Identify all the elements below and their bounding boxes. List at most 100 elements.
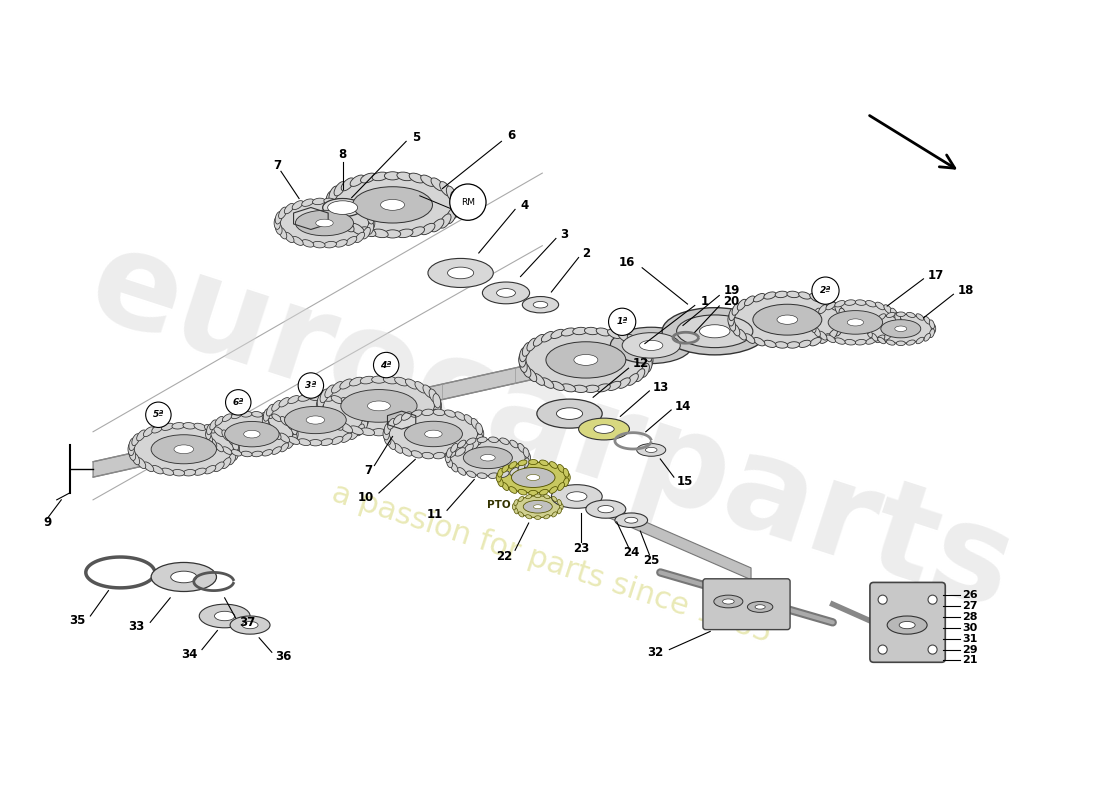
Ellipse shape bbox=[411, 410, 422, 418]
Ellipse shape bbox=[428, 258, 493, 287]
Ellipse shape bbox=[887, 312, 895, 318]
Ellipse shape bbox=[207, 434, 212, 444]
Ellipse shape bbox=[810, 294, 822, 302]
Ellipse shape bbox=[635, 338, 645, 351]
Ellipse shape bbox=[623, 333, 680, 358]
Ellipse shape bbox=[162, 468, 174, 475]
Ellipse shape bbox=[329, 176, 456, 234]
Ellipse shape bbox=[340, 422, 352, 433]
Ellipse shape bbox=[284, 203, 294, 214]
Ellipse shape bbox=[152, 466, 163, 474]
Ellipse shape bbox=[811, 322, 816, 333]
Ellipse shape bbox=[896, 317, 902, 328]
Ellipse shape bbox=[331, 396, 343, 403]
Ellipse shape bbox=[776, 291, 788, 298]
Ellipse shape bbox=[279, 398, 289, 407]
Ellipse shape bbox=[518, 460, 527, 466]
Ellipse shape bbox=[471, 438, 480, 450]
Ellipse shape bbox=[878, 338, 886, 344]
Polygon shape bbox=[294, 207, 328, 230]
Ellipse shape bbox=[345, 237, 356, 246]
Ellipse shape bbox=[646, 353, 653, 367]
Ellipse shape bbox=[714, 595, 742, 608]
Ellipse shape bbox=[317, 398, 323, 413]
Ellipse shape bbox=[386, 412, 481, 456]
Ellipse shape bbox=[174, 445, 194, 454]
Ellipse shape bbox=[275, 222, 282, 234]
Ellipse shape bbox=[586, 500, 626, 518]
Ellipse shape bbox=[867, 329, 872, 338]
Polygon shape bbox=[387, 411, 416, 429]
Ellipse shape bbox=[367, 222, 374, 234]
Text: 5: 5 bbox=[411, 131, 420, 144]
Ellipse shape bbox=[429, 409, 438, 423]
Ellipse shape bbox=[810, 338, 822, 346]
Ellipse shape bbox=[552, 497, 557, 502]
Ellipse shape bbox=[733, 303, 740, 315]
Ellipse shape bbox=[317, 404, 324, 418]
Ellipse shape bbox=[280, 443, 288, 452]
Ellipse shape bbox=[433, 452, 444, 459]
Ellipse shape bbox=[252, 411, 263, 417]
Text: 1: 1 bbox=[701, 295, 708, 308]
Ellipse shape bbox=[527, 474, 540, 481]
Ellipse shape bbox=[458, 440, 466, 448]
Ellipse shape bbox=[213, 427, 224, 437]
Ellipse shape bbox=[894, 322, 901, 333]
Ellipse shape bbox=[839, 308, 846, 321]
Ellipse shape bbox=[755, 605, 766, 609]
Ellipse shape bbox=[151, 562, 217, 591]
Text: 32: 32 bbox=[648, 646, 664, 659]
Ellipse shape bbox=[509, 467, 518, 475]
Ellipse shape bbox=[597, 506, 614, 513]
Ellipse shape bbox=[820, 296, 830, 306]
Ellipse shape bbox=[362, 414, 369, 426]
Ellipse shape bbox=[835, 324, 843, 336]
Ellipse shape bbox=[552, 512, 557, 517]
Ellipse shape bbox=[476, 434, 483, 445]
Ellipse shape bbox=[447, 458, 452, 468]
Ellipse shape bbox=[132, 453, 140, 465]
Polygon shape bbox=[397, 414, 751, 580]
Ellipse shape bbox=[828, 299, 837, 310]
Ellipse shape bbox=[312, 198, 326, 205]
Ellipse shape bbox=[891, 326, 898, 337]
Ellipse shape bbox=[320, 438, 332, 446]
Ellipse shape bbox=[233, 443, 240, 456]
Ellipse shape bbox=[551, 485, 602, 508]
Ellipse shape bbox=[627, 334, 638, 346]
Ellipse shape bbox=[328, 201, 358, 214]
Ellipse shape bbox=[522, 331, 649, 389]
Ellipse shape bbox=[524, 448, 529, 458]
Circle shape bbox=[608, 308, 636, 335]
Ellipse shape bbox=[496, 473, 502, 482]
Ellipse shape bbox=[361, 227, 376, 237]
Circle shape bbox=[450, 184, 486, 220]
Ellipse shape bbox=[546, 342, 626, 378]
Ellipse shape bbox=[499, 438, 509, 445]
Ellipse shape bbox=[355, 232, 364, 242]
Ellipse shape bbox=[733, 324, 740, 336]
Ellipse shape bbox=[341, 219, 354, 232]
Ellipse shape bbox=[845, 300, 856, 306]
Text: 19: 19 bbox=[724, 285, 740, 298]
Ellipse shape bbox=[263, 409, 271, 422]
Ellipse shape bbox=[826, 335, 835, 342]
Ellipse shape bbox=[383, 376, 397, 384]
Ellipse shape bbox=[558, 499, 562, 506]
Ellipse shape bbox=[455, 412, 465, 420]
Ellipse shape bbox=[561, 328, 575, 336]
Text: 33: 33 bbox=[129, 620, 145, 634]
Ellipse shape bbox=[230, 616, 270, 634]
Ellipse shape bbox=[497, 478, 503, 486]
Ellipse shape bbox=[541, 331, 553, 342]
Ellipse shape bbox=[645, 358, 652, 373]
Text: 18: 18 bbox=[958, 284, 975, 297]
Ellipse shape bbox=[866, 301, 876, 307]
Ellipse shape bbox=[884, 305, 892, 314]
Ellipse shape bbox=[924, 316, 931, 324]
Ellipse shape bbox=[361, 173, 376, 183]
Ellipse shape bbox=[625, 518, 638, 523]
Ellipse shape bbox=[535, 516, 541, 519]
Ellipse shape bbox=[728, 314, 735, 326]
